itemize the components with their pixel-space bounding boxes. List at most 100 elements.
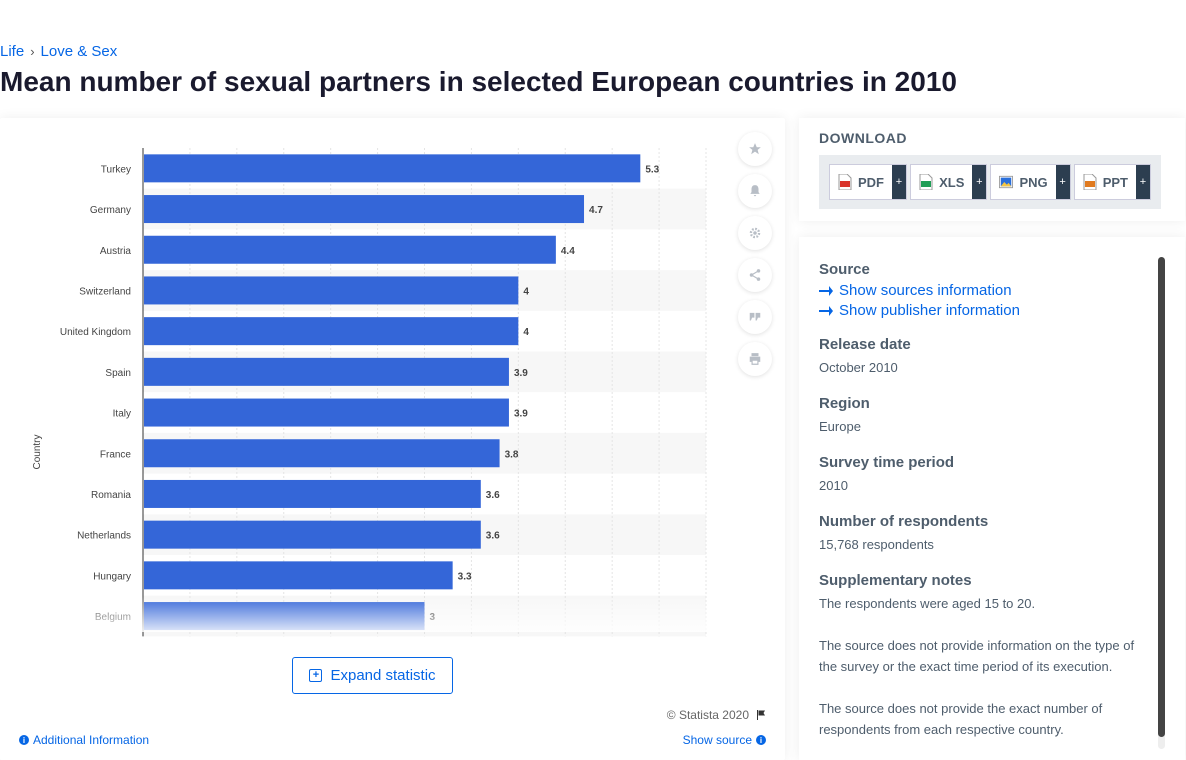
data-label: 4.4 (561, 246, 575, 257)
bar (144, 520, 481, 549)
show-sources-label: Show sources information (839, 282, 1012, 299)
bar-chart: 5.3 Turkey 4.7 Germany 4.4 Austria 4 Switzerlan… (32, 148, 707, 637)
show-source-label: Show source (682, 733, 752, 747)
star-icon (749, 143, 761, 155)
notification-button[interactable] (738, 174, 772, 208)
release-date-section: Release date October 2010 (819, 336, 1137, 378)
bar (144, 398, 509, 427)
category-label: Spain (105, 368, 131, 379)
plus-icon: + (972, 165, 987, 199)
show-source-link[interactable]: Show source i (683, 733, 766, 747)
note-paragraph: The source does not provide information … (819, 638, 1135, 674)
category-label: Hungary (93, 571, 131, 582)
bell-icon (750, 185, 760, 197)
download-pdf-button[interactable]: PDF + (829, 164, 907, 200)
print-button[interactable] (738, 342, 772, 376)
bar (144, 195, 585, 224)
data-label: 4 (523, 286, 529, 297)
category-label: Switzerland (79, 286, 131, 297)
quote-icon (749, 312, 761, 321)
additional-information-link[interactable]: i Additional Information (19, 733, 149, 747)
data-label: 5.3 (645, 164, 659, 175)
plus-square-icon: + (309, 669, 323, 682)
flag-icon[interactable] (755, 709, 767, 721)
download-ppt-label: PPT (1102, 174, 1128, 190)
category-label: Belgium (95, 612, 131, 623)
data-label: 3.9 (514, 368, 528, 379)
plus-icon: + (1055, 165, 1070, 199)
bar (144, 561, 453, 590)
expand-statistic-button[interactable]: + Expand statistic (292, 657, 453, 694)
breadcrumb: Life › Love & Sex (0, 43, 117, 60)
arrow-right-icon (819, 285, 833, 296)
data-label: 3 (430, 612, 436, 623)
notes-section: Supplementary notes The respondents were… (819, 572, 1137, 740)
share-icon (749, 269, 761, 281)
download-png-label: PNG (1019, 174, 1048, 190)
download-png-button[interactable]: PNG + (990, 164, 1071, 200)
show-sources-link[interactable]: Show sources information (819, 282, 1137, 299)
data-label: 3.3 (458, 571, 472, 582)
download-pdf-label: PDF (858, 174, 884, 190)
plus-icon: + (1136, 165, 1150, 199)
download-title: DOWNLOAD (819, 130, 907, 146)
copyright: © Statista 2020 (667, 708, 767, 722)
png-file-icon (999, 175, 1014, 189)
category-label: Netherlands (77, 531, 131, 542)
source-section: Source Show sources information Show pub… (819, 261, 1137, 319)
settings-button[interactable] (738, 216, 772, 250)
data-label: 3.9 (514, 409, 528, 420)
category-label: United Kingdom (60, 327, 131, 338)
download-xls-label: XLS (939, 174, 965, 190)
survey-period-value: 2010 (819, 478, 848, 493)
note-paragraph: The source does not provide the exact nu… (819, 701, 1103, 737)
page-title: Mean number of sexual partners in select… (0, 66, 957, 97)
region-label: Region (819, 395, 870, 412)
chart-card: 5.3 Turkey 4.7 Germany 4.4 Austria 4 Switzerlan… (0, 118, 785, 760)
notes-label: Supplementary notes (819, 572, 972, 589)
xls-file-icon (919, 174, 933, 190)
arrow-right-icon (819, 305, 833, 316)
plus-icon: + (892, 165, 906, 199)
category-label: France (100, 449, 132, 460)
breadcrumb-item-love-sex[interactable]: Love & Sex (40, 43, 118, 60)
respondents-value: 15,768 respondents (819, 537, 934, 552)
data-label: 3.8 (505, 449, 519, 460)
data-label: 4.7 (589, 205, 603, 216)
download-card: DOWNLOAD PDF + XLS + PNG + (799, 118, 1185, 221)
download-xls-button[interactable]: XLS + (910, 164, 988, 200)
show-publisher-link[interactable]: Show publisher information (819, 302, 1137, 319)
bar (144, 235, 556, 264)
cite-button[interactable] (738, 300, 772, 334)
info-icon: i (756, 735, 766, 745)
share-button[interactable] (738, 258, 772, 292)
bar (144, 357, 509, 386)
favorite-button[interactable] (738, 132, 772, 166)
release-date-value: October 2010 (819, 360, 898, 375)
show-publisher-label: Show publisher information (839, 302, 1020, 319)
bar (144, 602, 425, 631)
data-label: 3.6 (486, 490, 500, 501)
copyright-text: © Statista 2020 (666, 708, 749, 722)
print-icon (749, 353, 761, 365)
pdf-file-icon (838, 174, 852, 190)
bar (144, 479, 481, 508)
bar (144, 276, 519, 305)
breadcrumb-item-life[interactable]: Life (0, 43, 25, 60)
info-scrollbar[interactable] (1158, 257, 1165, 749)
data-label: 3.6 (486, 531, 500, 542)
data-label: 4 (523, 327, 529, 338)
y-axis-title: Country (32, 434, 43, 469)
bar (144, 154, 641, 183)
category-label: Turkey (101, 164, 131, 175)
info-icon: i (19, 735, 29, 745)
source-label: Source (819, 261, 870, 278)
additional-information-label: Additional Information (33, 733, 150, 747)
scrollbar-thumb[interactable] (1158, 257, 1165, 737)
bar (144, 317, 519, 346)
download-ppt-button[interactable]: PPT + (1073, 164, 1151, 200)
gear-icon (749, 227, 761, 239)
note-paragraph: The respondents were aged 15 to 20. (819, 596, 1036, 611)
bar (144, 439, 500, 468)
download-buttons-row: PDF + XLS + PNG + PPT + (819, 155, 1161, 209)
